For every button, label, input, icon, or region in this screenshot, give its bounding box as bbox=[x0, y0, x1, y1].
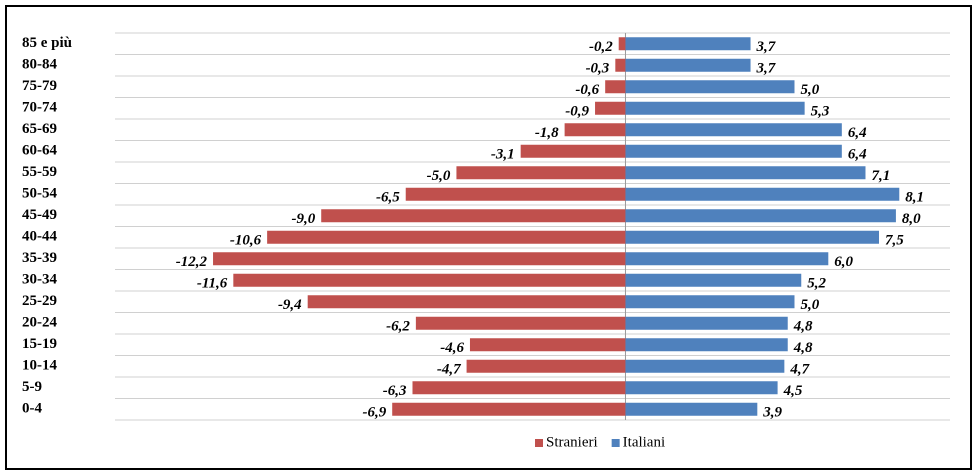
data-label: -0,3 bbox=[586, 61, 610, 77]
bar bbox=[625, 80, 795, 94]
y-tick-label: 85 e più bbox=[22, 35, 72, 51]
data-label: 4,8 bbox=[793, 340, 813, 356]
y-tick-label: 20-24 bbox=[22, 315, 57, 331]
data-label: -4,7 bbox=[437, 362, 461, 378]
bar bbox=[625, 166, 866, 180]
data-label: -5,0 bbox=[427, 168, 451, 184]
bar bbox=[625, 123, 842, 137]
y-tick-label: 15-19 bbox=[22, 336, 57, 352]
y-tick-label: 35-39 bbox=[22, 250, 57, 266]
bar bbox=[625, 101, 805, 115]
bar bbox=[625, 273, 802, 287]
data-label: 4,8 bbox=[793, 319, 813, 335]
bar bbox=[618, 37, 626, 51]
bar bbox=[412, 381, 626, 395]
data-label: 4,7 bbox=[789, 362, 809, 378]
bar bbox=[625, 230, 880, 244]
data-label: 3,7 bbox=[756, 39, 776, 55]
bar bbox=[615, 58, 626, 72]
data-label: 4,5 bbox=[783, 383, 803, 399]
legend-label: Italiani bbox=[623, 434, 665, 450]
bar bbox=[625, 144, 842, 158]
y-tick-label: 65-69 bbox=[22, 121, 57, 137]
y-tick-label: 5-9 bbox=[22, 379, 42, 395]
bar bbox=[392, 402, 626, 416]
data-label: 7,1 bbox=[871, 168, 890, 184]
data-label: -9,4 bbox=[278, 297, 302, 313]
y-tick-label: 40-44 bbox=[22, 229, 57, 245]
data-label: 3,9 bbox=[762, 405, 782, 421]
bar bbox=[625, 381, 778, 395]
y-tick-label: 50-54 bbox=[22, 186, 57, 202]
bar bbox=[625, 187, 900, 201]
data-label: -3,1 bbox=[491, 147, 515, 163]
data-label: 5,2 bbox=[807, 276, 826, 292]
data-label: -1,8 bbox=[535, 125, 559, 141]
data-label: 6,4 bbox=[848, 147, 867, 163]
data-label: 5,3 bbox=[811, 104, 830, 120]
bar bbox=[233, 273, 626, 287]
y-tick-label: 25-29 bbox=[22, 293, 57, 309]
data-label: -6,3 bbox=[383, 383, 407, 399]
y-tick-label: 10-14 bbox=[22, 358, 57, 374]
data-label: -0,6 bbox=[575, 82, 599, 98]
data-label: -4,6 bbox=[440, 340, 464, 356]
bar bbox=[466, 359, 626, 373]
bar bbox=[405, 187, 626, 201]
data-label: 6,0 bbox=[834, 254, 853, 270]
bar bbox=[625, 209, 896, 223]
data-label: -6,5 bbox=[376, 190, 400, 206]
bar bbox=[520, 144, 626, 158]
bar bbox=[595, 101, 626, 115]
bar bbox=[267, 230, 626, 244]
bar bbox=[625, 402, 758, 416]
bar bbox=[415, 316, 626, 330]
data-label: -6,2 bbox=[386, 319, 410, 335]
y-tick-label: 80-84 bbox=[22, 57, 57, 73]
data-label: -0,2 bbox=[589, 39, 613, 55]
bar bbox=[605, 80, 626, 94]
bar bbox=[307, 295, 626, 309]
data-label: 8,0 bbox=[902, 211, 921, 227]
y-tick-label: 45-49 bbox=[22, 207, 57, 223]
legend-swatch bbox=[535, 439, 543, 447]
data-label: -10,6 bbox=[230, 233, 262, 249]
bar bbox=[625, 295, 795, 309]
bar bbox=[625, 252, 829, 266]
data-label: -0,9 bbox=[565, 104, 589, 120]
data-label: -9,0 bbox=[291, 211, 315, 227]
bar bbox=[625, 316, 788, 330]
bar bbox=[625, 338, 788, 352]
y-tick-label: 55-59 bbox=[22, 164, 57, 180]
bar bbox=[625, 58, 751, 72]
data-label: 7,5 bbox=[885, 233, 904, 249]
data-label: 8,1 bbox=[905, 190, 924, 206]
data-label: 5,0 bbox=[800, 297, 819, 313]
bar bbox=[456, 166, 626, 180]
data-label: -12,2 bbox=[176, 254, 208, 270]
bar bbox=[564, 123, 626, 137]
y-tick-label: 60-64 bbox=[22, 143, 57, 159]
bar bbox=[625, 37, 751, 51]
legend-label: Stranieri bbox=[546, 434, 598, 450]
data-label: 3,7 bbox=[756, 61, 776, 77]
data-label: 6,4 bbox=[848, 125, 867, 141]
data-label: -11,6 bbox=[197, 276, 228, 292]
bar bbox=[213, 252, 626, 266]
bar bbox=[625, 359, 785, 373]
data-label: 5,0 bbox=[800, 82, 819, 98]
y-tick-label: 0-4 bbox=[22, 401, 42, 417]
data-label: -6,9 bbox=[362, 405, 386, 421]
y-tick-label: 30-34 bbox=[22, 272, 57, 288]
legend-swatch bbox=[611, 439, 620, 447]
bar bbox=[321, 209, 626, 223]
bar bbox=[469, 338, 626, 352]
y-tick-label: 70-74 bbox=[22, 100, 57, 116]
y-tick-label: 75-79 bbox=[22, 78, 57, 94]
